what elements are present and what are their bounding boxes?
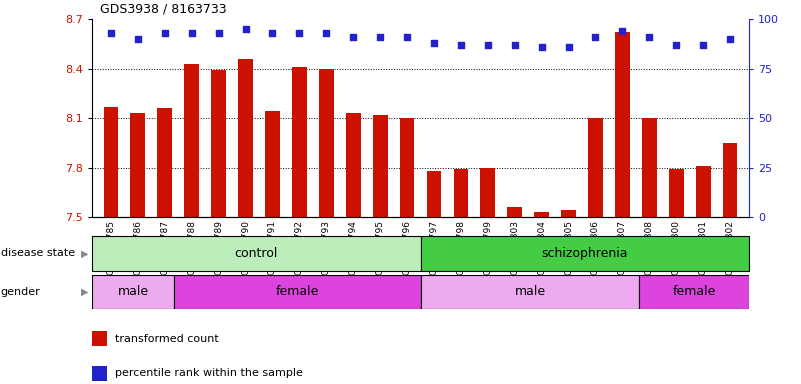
Text: male: male (514, 285, 545, 298)
Point (509, 42, 521, 48)
Bar (92, 19, 749, 217)
Bar (615, 32, 630, 217)
Point (374, 34, 387, 40)
Bar (453, 169, 469, 217)
Bar (157, 108, 172, 217)
Point (159, 30, 171, 36)
Bar (319, 69, 334, 217)
Point (293, 30, 306, 36)
Point (723, 36, 736, 42)
Text: schizophrenia: schizophrenia (541, 247, 628, 260)
Text: female: female (673, 285, 716, 298)
Point (616, 28, 629, 34)
Text: GDS3938 / 8163733: GDS3938 / 8163733 (100, 2, 227, 15)
Bar (562, 210, 576, 217)
Bar (481, 167, 495, 217)
Text: female: female (276, 285, 319, 298)
Bar (372, 115, 388, 217)
Point (562, 44, 575, 50)
Text: transformed count: transformed count (115, 334, 219, 344)
Point (239, 26, 252, 32)
Bar (211, 70, 226, 217)
Bar (92, 236, 421, 271)
Bar (669, 169, 684, 217)
Point (589, 34, 602, 40)
Bar (131, 113, 145, 217)
Bar (184, 64, 199, 217)
Bar (175, 275, 421, 309)
Point (454, 42, 467, 48)
Point (400, 34, 413, 40)
Bar (92, 275, 175, 309)
Bar (507, 207, 522, 217)
Text: disease state: disease state (1, 248, 75, 258)
Bar (265, 111, 280, 217)
Bar (639, 275, 749, 309)
Point (185, 30, 198, 36)
Point (481, 42, 494, 48)
Text: control: control (235, 247, 278, 260)
Bar (346, 113, 360, 217)
Point (697, 42, 710, 48)
Bar (421, 236, 749, 271)
Text: male: male (118, 285, 149, 298)
Point (266, 30, 279, 36)
Point (131, 36, 144, 42)
Bar (534, 212, 549, 217)
Bar (400, 118, 414, 217)
Text: ▶: ▶ (81, 248, 88, 258)
Point (105, 30, 118, 36)
Point (535, 44, 548, 50)
Bar (696, 166, 710, 217)
Point (428, 40, 441, 46)
Bar (103, 106, 119, 217)
Point (347, 34, 360, 40)
Bar (421, 275, 639, 309)
Bar (238, 59, 253, 217)
Point (643, 34, 656, 40)
Point (670, 42, 682, 48)
Text: percentile rank within the sample: percentile rank within the sample (115, 368, 303, 378)
Text: ▶: ▶ (81, 287, 88, 297)
Bar (642, 118, 657, 217)
Point (212, 30, 225, 36)
Bar (588, 118, 603, 217)
Bar (292, 67, 307, 217)
Bar (723, 143, 738, 217)
Text: gender: gender (1, 287, 41, 297)
Bar (427, 171, 441, 217)
Point (320, 30, 332, 36)
